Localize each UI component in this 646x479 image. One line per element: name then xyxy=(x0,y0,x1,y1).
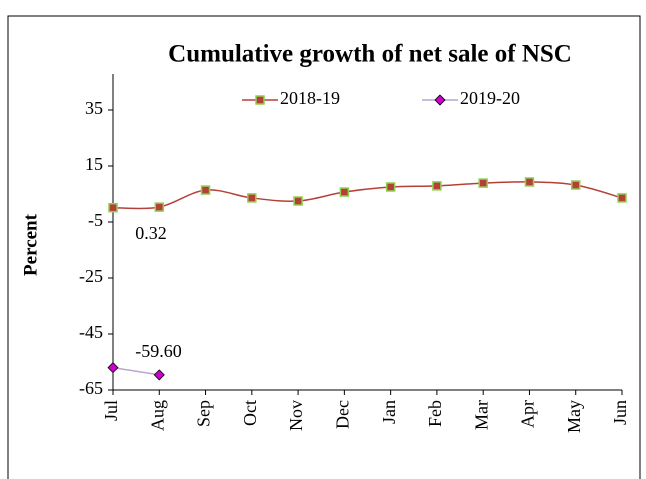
data-point xyxy=(200,185,211,195)
data-point xyxy=(432,181,442,191)
x-tick-label: Dec xyxy=(332,400,352,429)
data-point xyxy=(154,202,165,212)
legend-label: 2019-20 xyxy=(460,88,520,108)
data-point xyxy=(524,177,535,187)
x-tick-label: Feb xyxy=(425,400,445,427)
data-label: -59.60 xyxy=(135,341,182,361)
y-tick-label: -65 xyxy=(79,378,103,398)
data-point xyxy=(478,178,488,188)
data-point xyxy=(293,196,303,206)
chart-frame xyxy=(7,15,641,479)
data-point xyxy=(385,182,396,192)
y-axis-label: Percent xyxy=(20,213,41,276)
x-tick-label: Nov xyxy=(286,400,306,431)
data-label: 0.32 xyxy=(135,223,167,243)
legend-marker xyxy=(255,95,265,105)
x-tick-label: Aug xyxy=(147,400,167,431)
x-tick-label: Jun xyxy=(610,400,630,425)
y-tick-label: -45 xyxy=(79,322,103,342)
x-tick-label: Sep xyxy=(194,400,214,427)
chart-title: Cumulative growth of net sale of NSC xyxy=(168,41,572,68)
data-point xyxy=(247,193,257,203)
y-tick-label: 35 xyxy=(85,98,103,118)
data-point xyxy=(339,187,350,197)
data-point xyxy=(617,193,627,203)
y-tick-label: -25 xyxy=(79,266,103,286)
y-tick-label: -5 xyxy=(88,210,103,230)
data-point xyxy=(108,202,118,213)
data-point xyxy=(570,180,581,190)
series-line xyxy=(112,181,623,210)
legend-marker xyxy=(434,94,446,106)
legend-label: 2018-19 xyxy=(280,88,340,108)
y-tick-label: 15 xyxy=(85,154,103,174)
data-point xyxy=(107,362,119,374)
series-line xyxy=(112,366,160,376)
data-point xyxy=(153,369,165,381)
x-tick-label: May xyxy=(564,400,584,433)
x-tick-label: Jul xyxy=(101,400,121,421)
x-tick-label: Apr xyxy=(518,400,538,428)
x-tick-label: Mar xyxy=(471,400,491,430)
x-tick-label: Oct xyxy=(240,400,260,426)
x-tick-label: Jan xyxy=(379,400,399,424)
